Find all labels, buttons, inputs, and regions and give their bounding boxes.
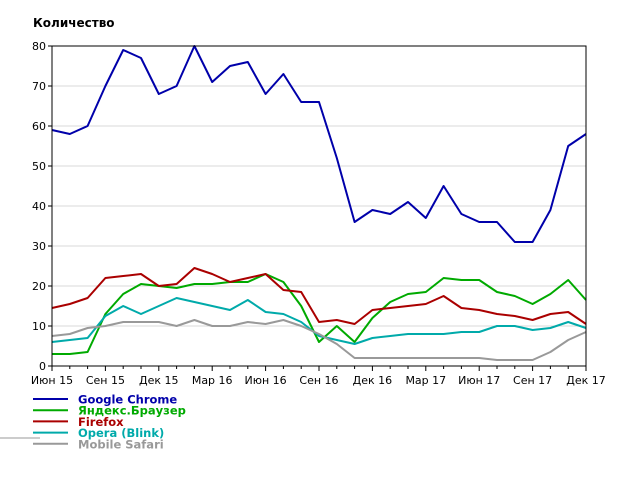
x-tick-label: Сен 16: [299, 374, 338, 387]
grid: [52, 85, 586, 327]
y-tick-label: 60: [32, 120, 46, 133]
y-tick-label: 10: [32, 320, 46, 333]
y-tick-label: 80: [32, 40, 46, 53]
x-tick-label: Мар 16: [192, 374, 233, 387]
x-tick-label: Сен 15: [86, 374, 125, 387]
legend-label: Google Chrome: [78, 393, 177, 407]
x-tick-label: Июн 15: [31, 374, 73, 387]
legend: Google ChromeЯндекс.БраузерFirefoxOpera …: [33, 393, 186, 451]
legend-label: Яндекс.Браузер: [78, 404, 186, 418]
y-tick-label: 40: [32, 200, 46, 213]
series-line-3: [51, 297, 587, 345]
legend-label: Firefox: [78, 415, 124, 429]
y-tick-label: 70: [32, 80, 46, 93]
x-tick-label: Дек 15: [139, 374, 179, 387]
series-line-2: [51, 267, 587, 325]
y-tick-label: 20: [32, 280, 46, 293]
x-axis: Июн 15 Сен 15 Дек 15 Мар 16 Июн 16 Сен 16 Дек …: [31, 366, 606, 387]
y-tick-label: 30: [32, 240, 46, 253]
series-line-4: [51, 319, 587, 361]
series-lines: [51, 45, 587, 361]
x-tick-label: Июн 17: [458, 374, 500, 387]
x-tick-label: Мар 17: [405, 374, 446, 387]
legend-label: Opera (Blink): [78, 426, 164, 440]
legend-label: Mobile Safari: [78, 437, 164, 451]
x-tick-label: Дек 17: [566, 374, 606, 387]
y-tick-label: 50: [32, 160, 46, 173]
y-tick-label: 0: [39, 360, 46, 373]
x-tick-label: Июн 16: [245, 374, 287, 387]
x-tick-label: Дек 16: [353, 374, 393, 387]
series-line-1: [52, 273, 587, 355]
x-tick-label: Сен 17: [513, 374, 552, 387]
series-line-0: [51, 45, 587, 243]
y-axis-title: Количество: [33, 16, 115, 30]
y-axis: 0 10 20 30 40 50 60 70 80: [32, 40, 52, 373]
plot-frame: [51, 45, 587, 367]
